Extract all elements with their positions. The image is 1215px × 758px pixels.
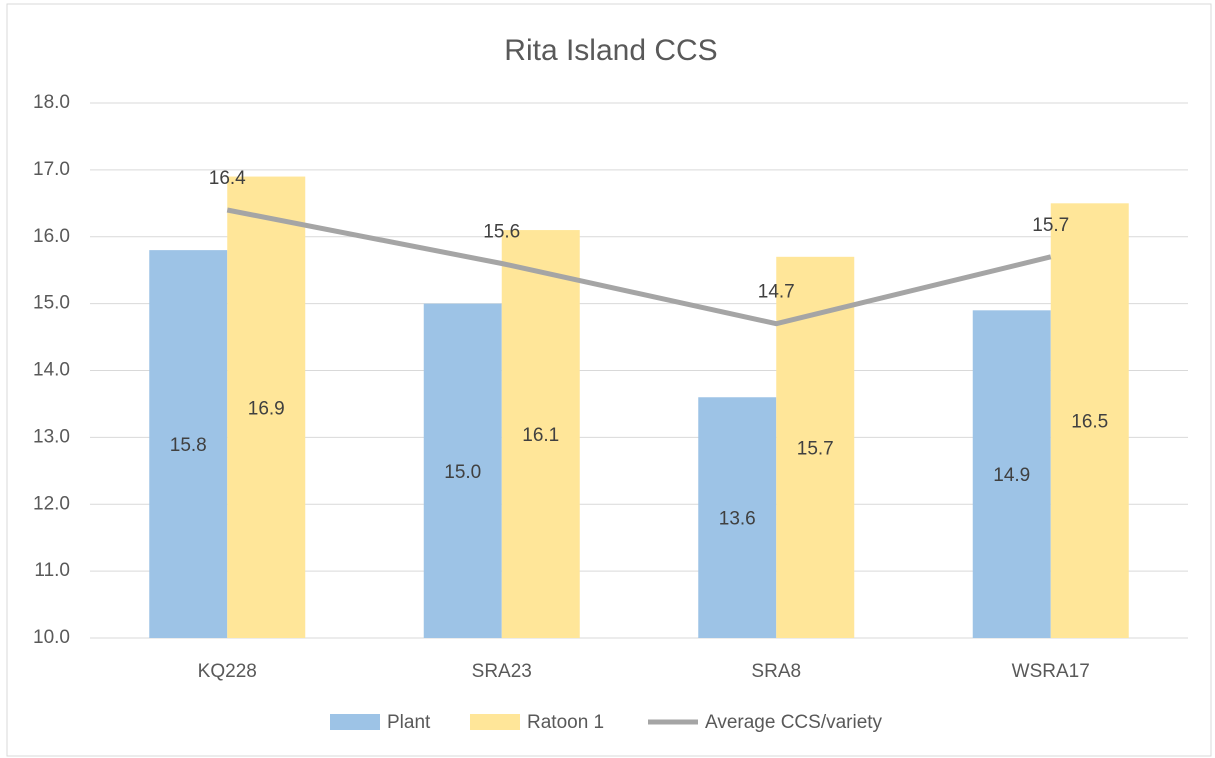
data-label: 16.1 [522,425,559,446]
data-label: 15.7 [797,438,834,459]
x-tick-label: WSRA17 [1012,661,1090,682]
y-tick-label: 17.0 [33,159,70,180]
y-tick-label: 15.0 [33,293,70,314]
x-tick-label: KQ228 [198,661,257,682]
data-label: 16.4 [209,168,246,189]
data-label: 16.9 [248,398,285,419]
y-tick-label: 14.0 [33,360,70,381]
data-label: 13.6 [719,509,756,530]
bar [1050,203,1129,638]
line-series [226,207,1052,327]
bar [972,310,1051,638]
legend-swatch [470,714,520,730]
bar [149,250,228,638]
legend-label: Plant [387,712,431,733]
data-label: 15.0 [444,462,481,483]
data-label: 14.9 [993,465,1030,486]
bar [698,397,777,638]
data-label: 14.7 [758,282,795,303]
y-tick-label: 11.0 [34,560,70,581]
bar [423,303,502,638]
data-label: 15.7 [1032,215,1069,236]
data-label: 16.5 [1071,412,1108,433]
y-tick-label: 10.0 [33,627,70,648]
bar [501,230,580,638]
y-tick-label: 16.0 [33,226,70,247]
x-tick-label: SRA8 [751,661,801,682]
bar [227,176,306,638]
legend-swatch [330,714,380,730]
y-tick-label: 18.0 [33,92,70,113]
y-tick-label: 13.0 [33,426,70,447]
x-tick-label: SRA23 [472,661,532,682]
y-tick-label: 12.0 [33,493,70,514]
legend-label: Average CCS/variety [705,712,883,733]
chart-title: Rita Island CCS [504,34,717,67]
legend-label: Ratoon 1 [527,712,604,733]
data-label: 15.8 [170,435,207,456]
data-label: 15.6 [483,222,520,243]
